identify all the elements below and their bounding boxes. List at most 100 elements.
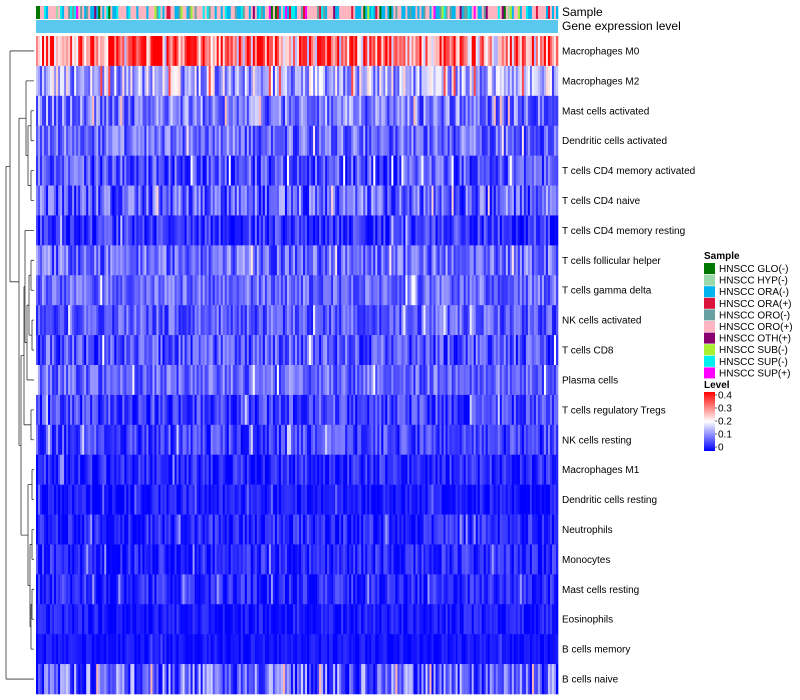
heatmap-cell [509, 275, 513, 306]
heatmap-cell [212, 335, 215, 366]
heatmap-cell [311, 65, 314, 97]
heatmap-cell [82, 155, 85, 186]
heatmap-cell [327, 424, 330, 456]
sample-annotation-cell [50, 6, 53, 19]
heatmap-cell [218, 215, 222, 246]
sample-annotation-cell [114, 6, 117, 19]
heatmap-cell [292, 36, 296, 67]
heatmap-cell [152, 484, 155, 515]
heatmap-cell [268, 215, 272, 246]
heatmap-cell [276, 125, 280, 156]
heatmap-cell [525, 544, 529, 575]
level-track-label: Gene expression level [562, 19, 681, 33]
heatmap-cell [313, 365, 316, 396]
heatmap-cell [224, 215, 228, 246]
heatmap-cell [327, 185, 330, 216]
heatmap-cell [168, 95, 171, 127]
heatmap-cell [321, 424, 324, 456]
heatmap-cell [96, 335, 99, 366]
heatmap-cell [250, 484, 254, 515]
heatmap-cell [166, 305, 169, 336]
heatmap-cell [216, 484, 219, 515]
heatmap-cell [427, 365, 430, 396]
heatmap-cell [280, 185, 284, 216]
heatmap-cell [172, 95, 175, 127]
heatmap-cell [160, 36, 163, 67]
heatmap-cell [367, 544, 370, 575]
heatmap-cell [116, 155, 119, 186]
heatmap-cell [463, 335, 466, 366]
heatmap-cell [469, 65, 472, 97]
sample-annotation-cell [146, 6, 149, 19]
heatmap-cell [343, 424, 346, 456]
heatmap-cell [140, 574, 143, 605]
heatmap-cell [365, 335, 368, 366]
heatmap-cell [44, 125, 47, 156]
heatmap-cell [389, 65, 392, 97]
heatmap-cell [491, 365, 495, 396]
heatmap-cell [182, 125, 185, 156]
heatmap-cell [210, 514, 213, 545]
heatmap-cell [180, 335, 183, 366]
heatmap-cell [154, 245, 157, 276]
heatmap-cell [94, 365, 97, 396]
heatmap-cell [463, 454, 466, 485]
heatmap-cell [457, 65, 460, 97]
heatmap-cell [357, 36, 360, 67]
heatmap-cell [284, 185, 288, 216]
heatmap-cell [256, 305, 260, 336]
heatmap-cell [72, 155, 75, 186]
heatmap-cell [230, 335, 234, 366]
heatmap-cell [94, 394, 97, 426]
heatmap-cell [373, 95, 376, 127]
heatmap-cell [100, 544, 103, 575]
heatmap-cell [142, 275, 145, 306]
heatmap-cell [158, 275, 161, 306]
heatmap-cell [355, 305, 358, 336]
heatmap-cell [521, 245, 525, 276]
heatmap-cell [389, 454, 392, 485]
heatmap-cell [327, 484, 330, 515]
heatmap-cell [547, 155, 551, 186]
heatmap-cell [315, 365, 318, 396]
heatmap-cell [531, 215, 535, 246]
heatmap-cell [250, 305, 254, 336]
heatmap-cell [509, 484, 513, 515]
heatmap-cell [453, 95, 456, 127]
heatmap-cell [309, 125, 312, 156]
heatmap-cell [146, 394, 149, 426]
sample-annotation-cell [491, 6, 495, 19]
heatmap-cell [128, 155, 131, 186]
heatmap-cell [180, 185, 183, 216]
heatmap-cell [92, 454, 95, 485]
sample-annotation-cell [393, 6, 396, 19]
heatmap-cell [102, 125, 105, 156]
heatmap-cell [333, 275, 336, 306]
heatmap-cell [208, 155, 211, 186]
heatmap-cell [88, 95, 91, 127]
heatmap-cell [369, 365, 372, 396]
heatmap-cell [160, 424, 163, 456]
heatmap-cell [427, 95, 430, 127]
heatmap-cell [290, 514, 294, 545]
heatmap-cell [68, 65, 71, 97]
heatmap-cell [88, 155, 91, 186]
heatmap-cell [411, 65, 414, 97]
heatmap-cell [323, 215, 326, 246]
heatmap-cell [70, 305, 73, 336]
heatmap-cell [425, 454, 428, 485]
heatmap-cell [503, 394, 507, 426]
heatmap-cell [377, 215, 380, 246]
heatmap-cell [148, 245, 151, 276]
heatmap-cell [465, 484, 468, 515]
heatmap-cell [186, 484, 189, 515]
heatmap-cell [307, 36, 310, 67]
heatmap-cell [140, 394, 143, 426]
heatmap-cell [365, 514, 368, 545]
heatmap-cell [110, 544, 113, 575]
heatmap-cell [170, 394, 173, 426]
heatmap-cell [397, 484, 400, 515]
heatmap-cell [421, 155, 424, 186]
sample-annotation-cell [132, 6, 135, 19]
heatmap-cell [385, 335, 388, 366]
